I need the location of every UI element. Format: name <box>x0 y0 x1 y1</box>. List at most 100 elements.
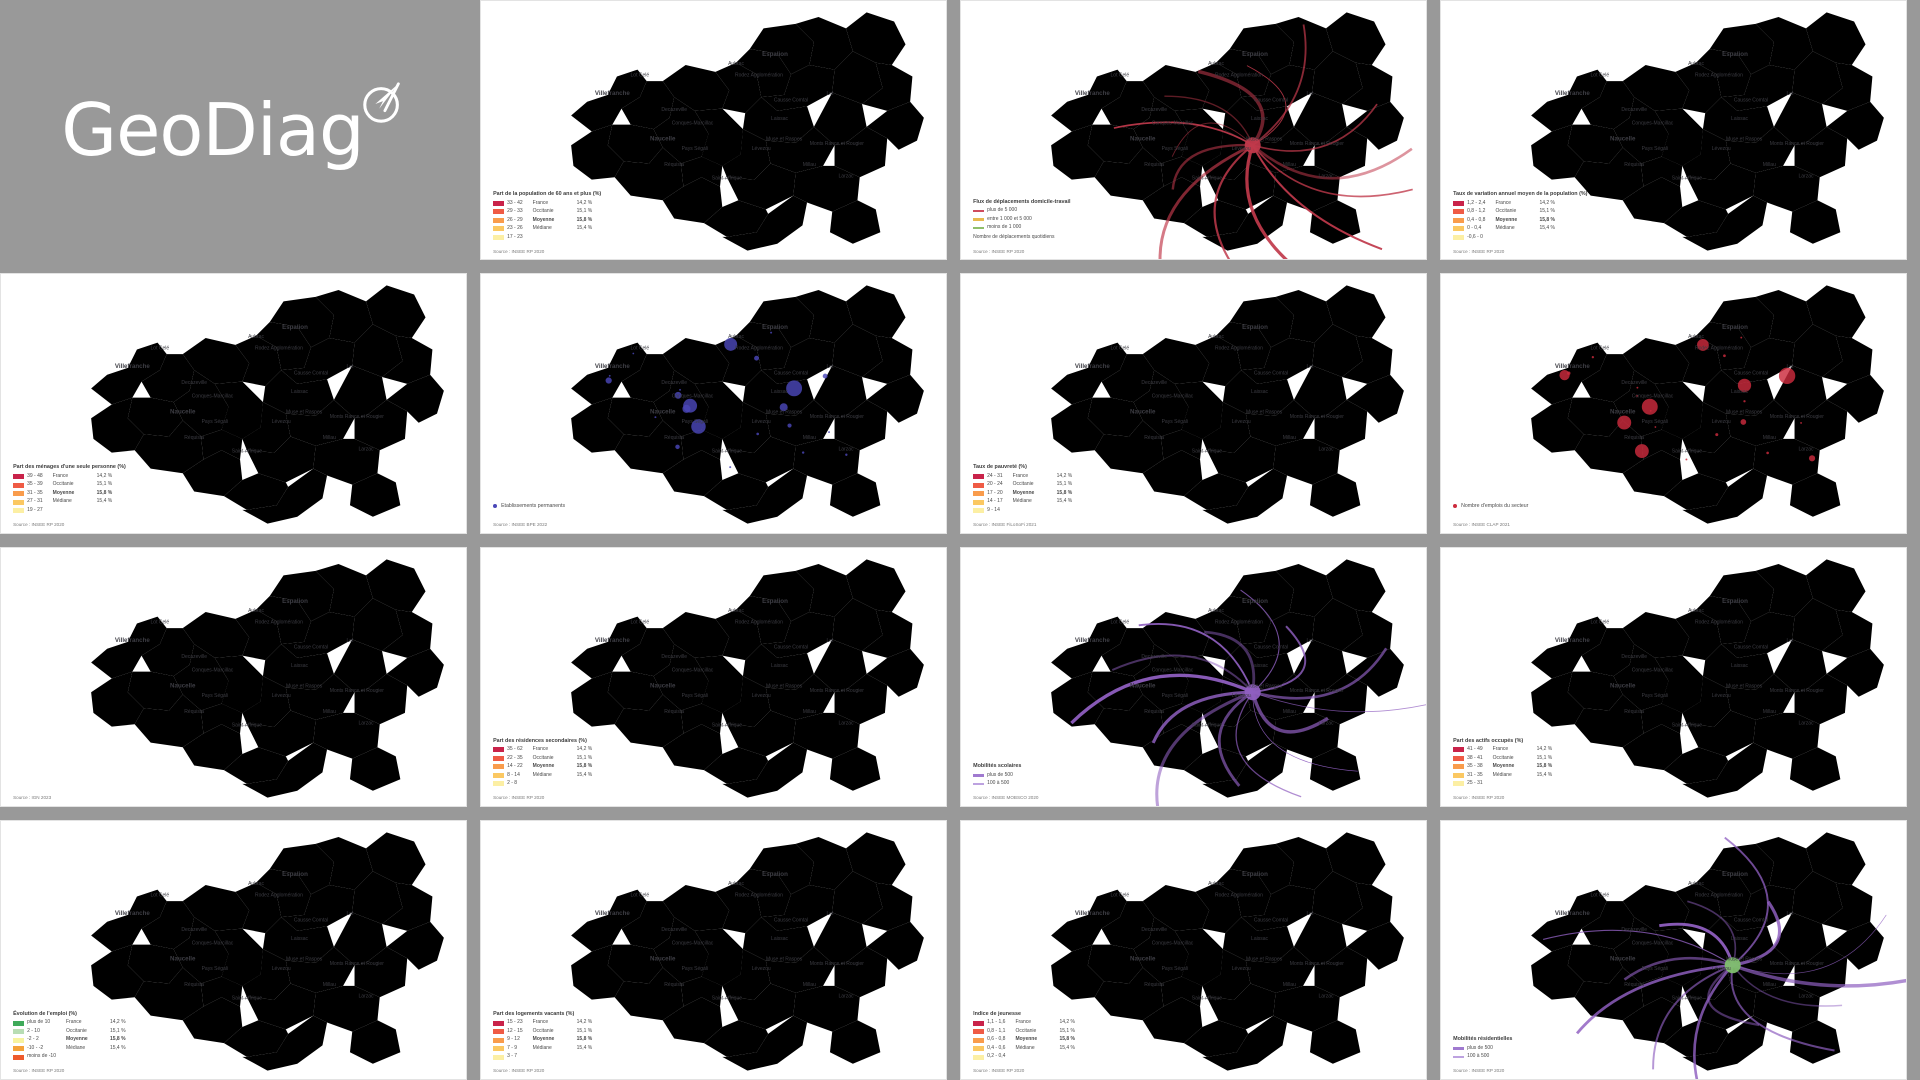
region-label: Millau <box>803 435 816 441</box>
region-label: Lot <box>826 91 834 97</box>
map-sheet: .t3 .r{fill:#eeeeee;} .t3 .r{stroke:#dcd… <box>961 1 1426 260</box>
map-thumbnail[interactable]: .t13 .r0{fill:#f7f3a0;}.t13 .r1{fill:#f4… <box>0 819 467 1080</box>
map-thumbnail[interactable]: .t3 .r{fill:#eeeeee;} .t3 .r{stroke:#dcd… <box>960 0 1427 261</box>
region-label: Espalion <box>1722 324 1748 331</box>
region-label: Villefranche <box>1075 636 1110 643</box>
region-label: Réquista <box>184 982 204 988</box>
region-label: Conques-Marcillac <box>672 940 714 946</box>
region-label: Decazeville <box>1141 107 1167 113</box>
region-label: Causse Comtal <box>1254 917 1288 923</box>
region-label: Rodez Agglomération <box>255 892 303 898</box>
map-canvas: .t16 .r{fill:#eeeeee;} .t16 .r{stroke:#d… <box>1531 832 1906 1079</box>
region-label: Lot Celé <box>1110 346 1129 352</box>
region-label: Lot Celé <box>630 346 649 352</box>
region-label: Conques-Marcillac <box>1152 940 1194 946</box>
region-label: Lot Celé <box>150 346 169 352</box>
region-label: Espalion <box>282 597 308 604</box>
map-sheet: .t12 .r0{fill:#ef5b45;}.t12 .r1{fill:#fb… <box>1441 548 1906 806</box>
region-label: Monts Rance et Rougier <box>1770 141 1824 147</box>
region-label: Saint-Affrique <box>1192 995 1223 1001</box>
region-label: Réquista <box>1144 162 1164 168</box>
map-thumbnail[interactable]: .t5 .r0{fill:#c9234a;}.t5 .r1{fill:#fbc8… <box>0 273 467 534</box>
brand-logo-cell: GeoDiag <box>0 0 467 261</box>
region-label: Lot Celé <box>1110 892 1129 898</box>
map-canvas: .t4 .r0{fill:#c9234a;}.t4 .r1{fill:#ef5b… <box>1531 12 1884 251</box>
map-source: Source : INSEE MOBSCO 2020 <box>973 795 1039 801</box>
region-label: Naucelle <box>1130 682 1156 689</box>
region-label: Laissac <box>771 116 788 122</box>
region-label: Millau <box>803 162 816 168</box>
map-thumbnail[interactable]: .t4 .r0{fill:#c9234a;}.t4 .r1{fill:#ef5b… <box>1440 0 1907 261</box>
region-label: Larzac <box>1798 447 1814 453</box>
region-label: Rodez Agglomération <box>1695 72 1743 78</box>
map-canvas: .t12 .r0{fill:#ef5b45;}.t12 .r1{fill:#fb… <box>1531 558 1884 798</box>
region-label: Réquista <box>1624 162 1644 168</box>
region-label: Decazeville <box>661 653 687 659</box>
map-canvas: .t10 .r0{fill:#ef5b45;}.t10 .r1{fill:#c9… <box>571 558 924 798</box>
map-canvas: .t6 .r{fill:#eeeeee;} .t6 .r{stroke:#dcd… <box>571 285 924 524</box>
region-label: Villefranche <box>595 363 630 370</box>
region-label: Conques-Marcillac <box>1632 940 1674 946</box>
region-label: Lévezou <box>752 146 771 152</box>
region-label: Laissac <box>291 936 308 942</box>
region-label: Laissac <box>771 936 788 942</box>
region-label: Millau <box>1283 708 1296 714</box>
region-label: Villefranche <box>115 636 150 643</box>
region-label: Laissac <box>291 663 308 669</box>
region-label: Aubrac <box>1688 608 1704 614</box>
map-canvas: .t2 .r0{fill:#fbc862;}.t2 .r1{fill:#ef5b… <box>571 12 924 251</box>
map-thumbnail[interactable]: .t6 .r{fill:#eeeeee;} .t6 .r{stroke:#dcd… <box>480 273 947 534</box>
map-source: Source : INSEE BPE 2022 <box>493 521 548 527</box>
region-label: Lot Celé <box>630 892 649 898</box>
map-thumbnail[interactable]: .t7 .r0{fill:#f99c4c;}.t7 .r1{fill:#fcef… <box>960 273 1427 534</box>
map-thumbnail[interactable]: .t16 .r{fill:#eeeeee;} .t16 .r{stroke:#d… <box>1440 819 1907 1080</box>
region-label: Aubrac <box>1208 334 1224 340</box>
map-sheet: .t4 .r0{fill:#c9234a;}.t4 .r1{fill:#ef5b… <box>1441 1 1906 259</box>
region-label: Laissac <box>1251 663 1268 669</box>
map-thumbnail[interactable]: .t9 .r{fill:#eeeeee;} .t9 .r{stroke:#dcd… <box>0 546 467 807</box>
region-label: Lévezou <box>1232 692 1251 698</box>
region-label: Muse et Raspes <box>1246 683 1283 689</box>
region-label: Pays Ségali <box>682 419 709 425</box>
region-label: Muse et Raspes <box>766 956 803 962</box>
map-thumbnail[interactable]: .t10 .r0{fill:#ef5b45;}.t10 .r1{fill:#c9… <box>480 546 947 807</box>
region-label: Aubrac <box>728 61 744 67</box>
point-legend: Etablissements permanents <box>493 503 565 509</box>
region-label: Aubrac <box>248 881 264 887</box>
region-label: Aubrac <box>728 881 744 887</box>
region-label: Naucelle <box>1610 955 1636 962</box>
region-label: Naucelle <box>170 409 196 416</box>
map-canvas: .t3 .r{fill:#eeeeee;} .t3 .r{stroke:#dcd… <box>1051 12 1413 260</box>
region-label: Lot <box>826 364 834 370</box>
region-label: Espalion <box>762 324 788 331</box>
region-label: Rodez Agglomération <box>735 892 783 898</box>
region-label: Villefranche <box>1555 90 1590 97</box>
region-label: Causse Comtal <box>1254 98 1288 104</box>
map-thumbnail[interactable]: .t15 .r0{fill:#f99c4c;}.t15 .r1{fill:#ef… <box>960 819 1427 1080</box>
region-label: Espalion <box>282 871 308 878</box>
region-label: Espalion <box>1242 871 1268 878</box>
region-label: Réquista <box>1144 708 1164 714</box>
region-label: Monts Rance et Rougier <box>330 414 384 420</box>
region-label: Lot <box>346 637 354 643</box>
region-label: Lévezou <box>272 419 291 425</box>
region-label: Aubrac <box>248 334 264 340</box>
region-label: Monts Rance et Rougier <box>810 141 864 147</box>
region-label: Larzac <box>1798 173 1814 179</box>
region-label: Lot Celé <box>1590 72 1609 78</box>
map-sheet: .t6 .r{fill:#eeeeee;} .t6 .r{stroke:#dcd… <box>481 274 946 532</box>
region-label: Causse Comtal <box>294 644 328 650</box>
region-label: Laissac <box>1251 936 1268 942</box>
map-thumbnail[interactable]: .t8 .r{fill:#eeeeee;} .t8 .r{stroke:#dcd… <box>1440 273 1907 534</box>
point-symbols <box>605 331 848 469</box>
region-label: Naucelle <box>1610 682 1636 689</box>
region-label: Aubrac <box>1688 881 1704 887</box>
map-sheet: .t9 .r{fill:#eeeeee;} .t9 .r{stroke:#dcd… <box>1 548 466 806</box>
map-thumbnail[interactable]: .t12 .r0{fill:#ef5b45;}.t12 .r1{fill:#fb… <box>1440 546 1907 807</box>
map-thumbnail[interactable]: .t2 .r0{fill:#fbc862;}.t2 .r1{fill:#ef5b… <box>480 0 947 261</box>
region-label: Conques-Marcillac <box>1632 394 1674 400</box>
map-source: Source : INSEE RP 2020 <box>1453 795 1505 801</box>
point-swatch <box>493 504 498 509</box>
map-thumbnail[interactable]: .t14 .r0{fill:#fbc862;}.t14 .r1{fill:#f9… <box>480 819 947 1080</box>
map-thumbnail[interactable]: .t11 .r{fill:#eeeeee;} .t11 .r{stroke:#d… <box>960 546 1427 807</box>
